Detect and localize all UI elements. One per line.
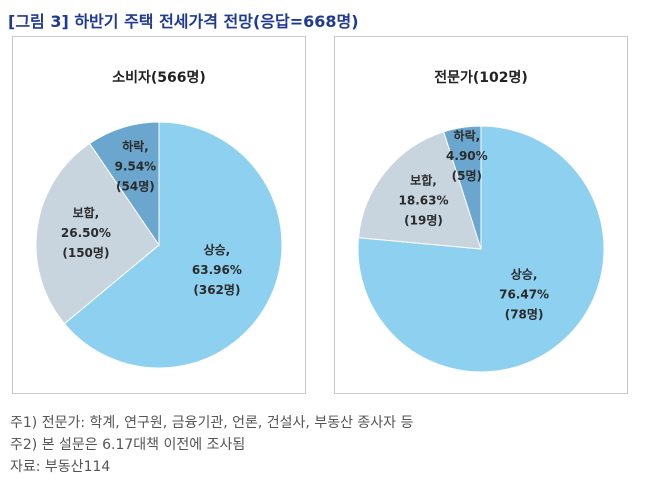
consumer-panel: 소비자(566명) 상승, 63.96% (362명) 보합, 26.50% (150명)… [12, 36, 306, 394]
footnote-1: 주1) 전문가: 학계, 연구원, 금융기관, 언론, 건설사, 부동산 종사자… [10, 415, 414, 431]
pie-slice-flat [357, 131, 482, 250]
pie-slice-fall [88, 121, 160, 247]
slice-label-fall: 하락, 9.54% (54명) [115, 139, 157, 194]
slice-label-fall: 하락, 4.90% (5명) [446, 128, 488, 183]
slice-label-rise: 상승, 76.47% (78명) [499, 266, 549, 321]
expert-panel: 전문가(102명) 상승, 76.47% (78명) 보합, 18.63% (19명) 하락… [334, 36, 628, 394]
slice-label-flat: 보합, 18.63% (19명) [399, 173, 449, 228]
figure-title: [그림 3] 하반기 주택 전세가격 전망(응답=668명) [8, 12, 359, 31]
footnotes: 주1) 전문가: 학계, 연구원, 금융기관, 언론, 건설사, 부동산 종사자… [10, 412, 413, 478]
slice-label-rise: 상승, 63.96% (362명) [192, 242, 242, 297]
pie-slice-flat [35, 142, 160, 325]
pie-slice-fall [443, 125, 482, 250]
expert-chart-title: 전문가(102명) [434, 70, 528, 86]
slice-label-flat: 보합, 26.50% (150명) [61, 205, 111, 260]
pie-slice-rise [63, 121, 283, 369]
consumer-chart-title: 소비자(566명) [112, 70, 206, 86]
source-note: 자료: 부동산114 [10, 459, 111, 475]
expert-pie-chart: 상승, 76.47% (78명) 보합, 18.63% (19명)하락, 4.90% (5명) [357, 125, 605, 373]
consumer-pie-chart: 상승, 63.96% (362명) 보합, 26.50% (150명)하락, 9.54% (5… [35, 121, 283, 369]
footnote-2: 주2) 본 설문은 6.17대책 이전에 조사됨 [10, 437, 246, 453]
